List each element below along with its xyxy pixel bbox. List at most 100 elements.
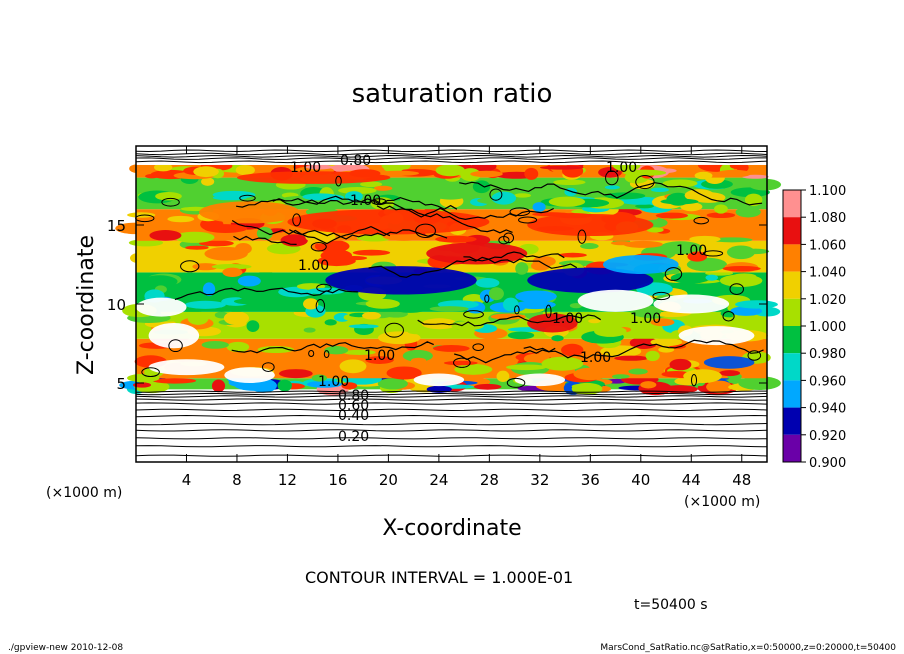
band-0: [136, 389, 767, 462]
contour-mid-8: [376, 205, 554, 221]
footer-left: ./gpview-new 2010-12-08: [8, 643, 123, 653]
patch: [343, 349, 376, 356]
patch: [524, 167, 539, 180]
patch: [246, 320, 260, 332]
contour-low-10: [135, 392, 768, 396]
patch: [435, 235, 477, 243]
contour-loop-34: [168, 339, 183, 353]
contour-loop-28: [729, 283, 744, 295]
patch: [614, 355, 649, 361]
contour-loop-24: [664, 267, 683, 281]
patch: [735, 300, 778, 309]
patch: [655, 212, 688, 219]
patch: [645, 350, 660, 362]
contour-loop-1: [635, 174, 655, 190]
patch: [454, 364, 493, 375]
patch: [149, 230, 182, 241]
colorbar-cell-1: [783, 217, 801, 245]
contour-mid-11: [231, 341, 434, 354]
contour-loop-27: [180, 260, 200, 273]
contour-loop-39: [453, 357, 471, 368]
feature-12: [148, 359, 225, 376]
colorbar-cell-9: [783, 434, 801, 462]
patch: [324, 319, 337, 326]
contour-loop-4: [702, 250, 724, 257]
feature-16: [703, 356, 755, 369]
colorbar-label-1: 1.080: [809, 211, 846, 226]
patch: [650, 338, 683, 347]
patch: [212, 190, 256, 199]
patch: [694, 171, 713, 180]
patch: [561, 343, 584, 357]
feature-3: [426, 242, 528, 265]
patch: [275, 358, 318, 368]
patch: [460, 168, 481, 182]
patch: [711, 237, 753, 243]
patch: [705, 274, 719, 281]
patch: [204, 246, 248, 261]
patch: [202, 282, 216, 297]
patch: [558, 252, 587, 258]
patch: [598, 167, 622, 178]
patch: [532, 202, 546, 212]
contour-top-4: [135, 149, 768, 153]
patch: [604, 185, 620, 190]
colorbar-cells: [783, 190, 801, 462]
patch: [268, 228, 286, 233]
colorbar-labels: 1.100 1.080 1.060 1.040 1.020 1.000 0.980 0.960…: [801, 184, 846, 471]
x-tick-label-16: 16: [328, 471, 347, 489]
patch: [193, 166, 219, 178]
patch: [303, 298, 319, 310]
patch: [222, 267, 243, 277]
patch: [551, 335, 564, 342]
chart-title: saturation ratio: [352, 79, 553, 109]
patch: [277, 379, 292, 392]
plot-area: 0.20 0.40 0.60 0.80 0.80 1.00 1.00 1.00 …: [115, 145, 782, 463]
colorbar-label-5: 1.000: [809, 320, 846, 335]
contour-label-100c: 1.00: [350, 193, 381, 209]
patch: [199, 240, 234, 247]
patch: [443, 360, 478, 366]
patch: [573, 367, 608, 381]
contour-loop-26: [484, 294, 490, 303]
feature-17: [136, 297, 187, 317]
contour-loop-38: [415, 223, 436, 239]
patch: [588, 318, 601, 324]
patch: [128, 239, 164, 247]
patch: [646, 227, 664, 233]
feature-18: [236, 171, 389, 184]
patch: [223, 311, 249, 326]
feature-6: [199, 201, 301, 224]
patch: [386, 366, 422, 380]
contour-lines: [135, 149, 768, 457]
patch: [680, 202, 703, 212]
y-axis-label: Z-coordinate: [74, 235, 99, 375]
contour-label-100j: 1.00: [676, 243, 707, 259]
contour-loop-11: [335, 175, 342, 187]
feature-7: [577, 289, 654, 312]
patch: [742, 174, 769, 179]
patch: [730, 306, 763, 316]
patch: [475, 278, 500, 288]
patch: [660, 198, 699, 205]
patch: [514, 193, 531, 198]
contour-label-100e: 1.00: [552, 311, 583, 327]
patch: [238, 290, 280, 301]
patch: [402, 349, 433, 362]
patch: [305, 164, 333, 170]
x-tick-label-20: 20: [379, 471, 398, 489]
patch: [311, 374, 328, 382]
colorbar: 1.100 1.080 1.060 1.040 1.020 1.000 0.980 0.960…: [782, 184, 846, 471]
contour-loop-19: [722, 310, 735, 322]
patch: [670, 272, 711, 284]
patch: [338, 186, 377, 195]
patch: [628, 368, 648, 375]
patch: [669, 358, 692, 371]
patch: [553, 179, 586, 186]
contour-mid-9: [236, 196, 458, 210]
patch: [378, 170, 420, 176]
footer-right: MarsCond_SatRatio.nc@SatRatio,x=0:50000,…: [600, 643, 896, 653]
patch: [174, 231, 215, 243]
contour-label-top-100a: 1.00: [290, 160, 321, 176]
